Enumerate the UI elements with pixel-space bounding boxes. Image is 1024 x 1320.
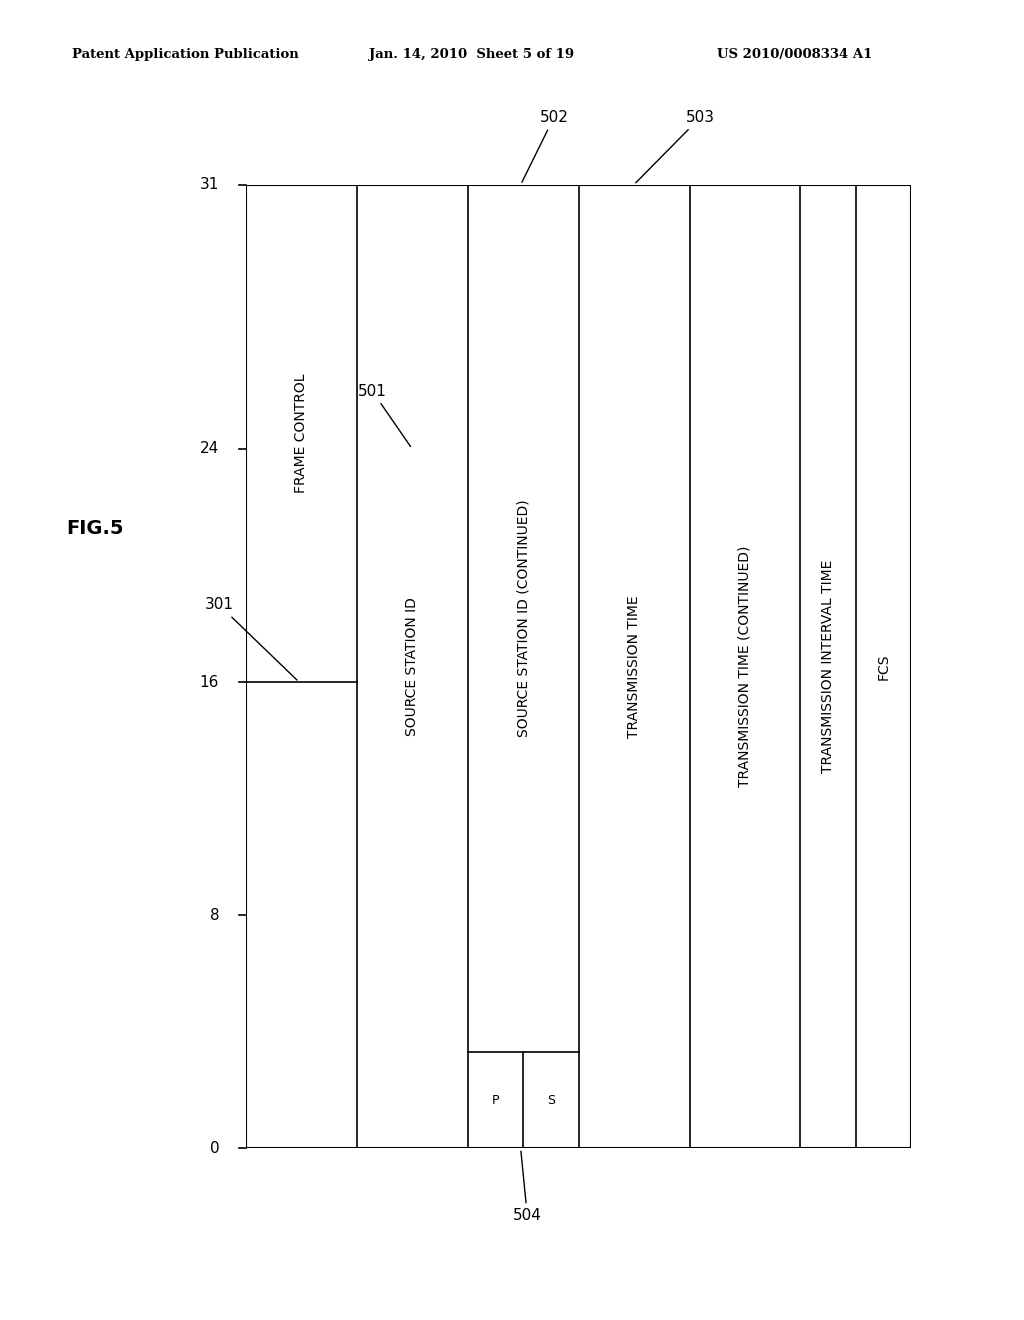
Text: 16: 16 xyxy=(200,675,219,689)
Text: 501: 501 xyxy=(357,384,411,446)
Text: FIG.5: FIG.5 xyxy=(67,519,124,537)
Text: 502: 502 xyxy=(522,110,568,182)
Text: 504: 504 xyxy=(513,1151,542,1224)
Text: TRANSMISSION TIME: TRANSMISSION TIME xyxy=(627,595,641,738)
Text: SOURCE STATION ID (CONTINUED): SOURCE STATION ID (CONTINUED) xyxy=(516,499,530,738)
Text: 0: 0 xyxy=(210,1140,219,1156)
Text: 301: 301 xyxy=(205,598,297,680)
Text: P: P xyxy=(492,1094,499,1106)
Text: 24: 24 xyxy=(200,441,219,457)
Text: Jan. 14, 2010  Sheet 5 of 19: Jan. 14, 2010 Sheet 5 of 19 xyxy=(369,48,573,61)
Text: SOURCE STATION ID: SOURCE STATION ID xyxy=(406,597,419,737)
Text: TRANSMISSION TIME (CONTINUED): TRANSMISSION TIME (CONTINUED) xyxy=(738,546,752,787)
Text: 31: 31 xyxy=(200,177,219,193)
Text: TRANSMISSION INTERVAL TIME: TRANSMISSION INTERVAL TIME xyxy=(821,560,836,774)
Text: Patent Application Publication: Patent Application Publication xyxy=(72,48,298,61)
Text: FCS: FCS xyxy=(877,653,891,680)
Text: FRAME CONTROL: FRAME CONTROL xyxy=(294,374,308,494)
Text: 8: 8 xyxy=(210,908,219,923)
Text: S: S xyxy=(547,1094,555,1106)
Text: 503: 503 xyxy=(636,110,715,183)
Text: US 2010/0008334 A1: US 2010/0008334 A1 xyxy=(717,48,872,61)
